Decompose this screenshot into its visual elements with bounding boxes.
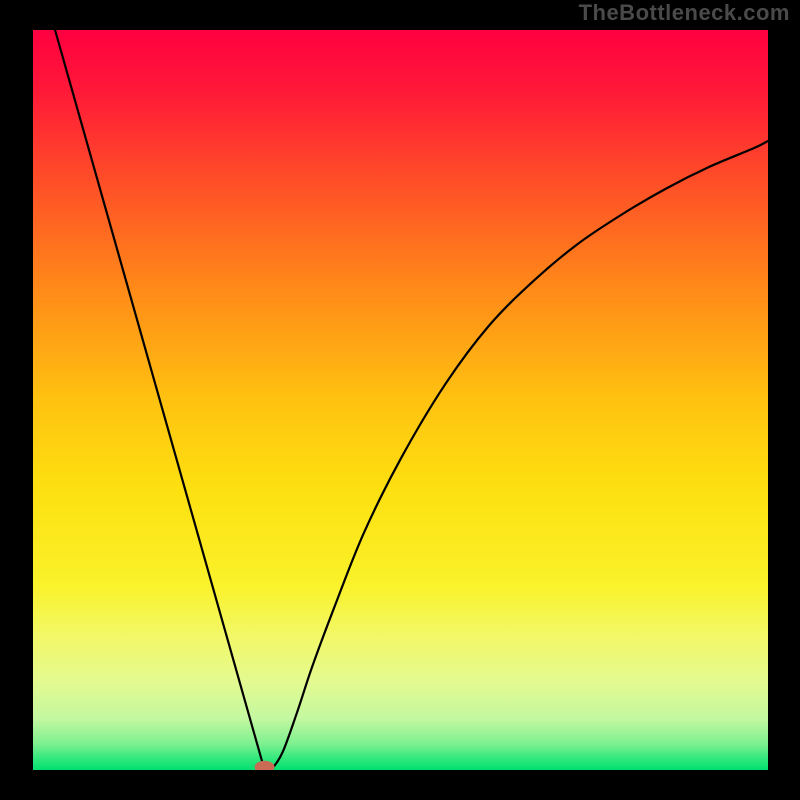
chart-frame: TheBottleneck.com bbox=[0, 0, 800, 800]
bottleneck-plot bbox=[33, 30, 768, 770]
watermark-text: TheBottleneck.com bbox=[579, 0, 790, 26]
gradient-background bbox=[33, 30, 768, 770]
